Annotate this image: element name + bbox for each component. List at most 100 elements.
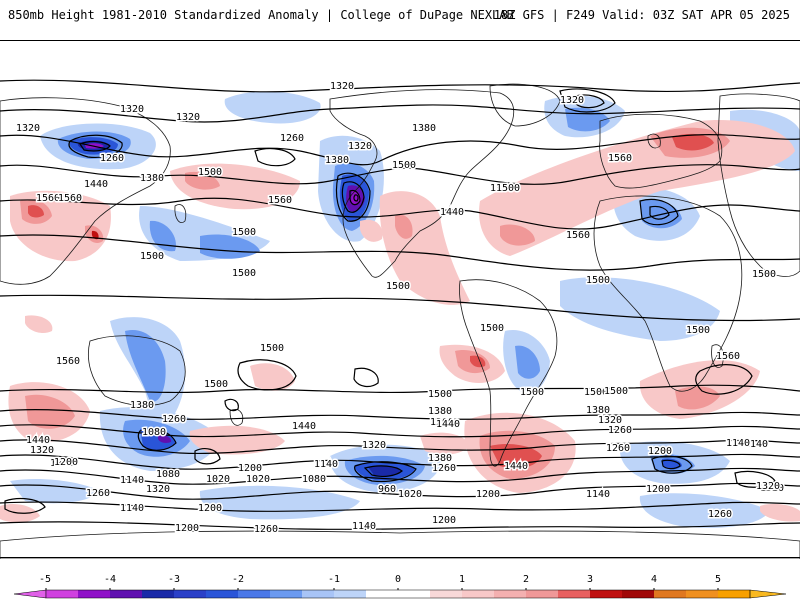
contour-label: 1200	[50, 458, 74, 469]
colorbar-swatch	[718, 590, 750, 598]
contour-line	[0, 501, 800, 512]
contour-label: 1080	[142, 427, 166, 438]
contour-label: 1260	[708, 509, 732, 520]
contour-label: 1560	[268, 195, 292, 206]
map-title: 850mb Height 1981-2010 Standardized Anom…	[8, 8, 514, 22]
contour-label: 1380	[428, 406, 452, 417]
anomaly-area	[760, 503, 800, 522]
contour-label: 1140	[120, 475, 144, 486]
contour-label: 1320	[362, 440, 386, 451]
contour-label: 1500	[496, 183, 520, 194]
contour-line	[194, 448, 221, 465]
contour-label: 1380	[140, 173, 164, 184]
contour-label: 1260	[280, 133, 304, 144]
anomaly-area	[675, 386, 720, 410]
contour-label: 1500	[386, 281, 410, 292]
contour-label: 1500	[604, 386, 628, 397]
anomaly-area	[189, 425, 285, 455]
contour-label: 1260	[254, 524, 278, 535]
contour-label: 1560	[36, 193, 60, 204]
contour-line	[639, 198, 679, 226]
contour-line	[354, 461, 417, 483]
contour-label: 1560	[56, 356, 80, 367]
contour-line	[254, 148, 296, 167]
colorbar-tick-label: -2	[232, 574, 244, 585]
contour-label: 1260	[606, 443, 630, 454]
colorbar-swatch	[430, 590, 462, 598]
contour-label: 1200	[476, 489, 500, 500]
colorbar-swatch	[526, 590, 558, 598]
landmass-south-america	[459, 279, 558, 467]
anomaly-map: 1320 1320 1320 1320 1320 1320 1260 1260 …	[0, 79, 800, 559]
contour-line	[353, 194, 359, 202]
anomaly-area	[200, 234, 260, 259]
colorbar-swatch	[334, 590, 366, 598]
contour-line	[0, 104, 800, 123]
contour-label: 1140	[352, 521, 376, 532]
contour-label: 1500	[232, 227, 256, 238]
contour-label: 1320	[120, 104, 144, 115]
contour-line	[224, 398, 239, 412]
contour-label: 1500	[584, 387, 608, 398]
contour-label: 1200	[648, 446, 672, 457]
contour-line	[137, 428, 177, 451]
contour-line	[0, 453, 800, 470]
contour-line	[0, 439, 800, 455]
contour-label: 1200	[646, 484, 670, 495]
contour-line	[0, 234, 800, 271]
contour-line	[353, 367, 379, 388]
contour-label: 1140	[726, 438, 750, 449]
colorbar-swatch	[110, 590, 142, 598]
contour-label: 1080	[302, 474, 326, 485]
colorbar-swatch	[622, 590, 654, 598]
contour-label: 1560	[566, 230, 590, 241]
anomaly-area	[250, 363, 295, 391]
contour-line	[0, 384, 800, 394]
contour-label: 1440	[292, 421, 316, 432]
contour-label: 1500	[260, 343, 284, 354]
contour-label: 960	[378, 484, 396, 495]
anomaly-area	[125, 330, 166, 402]
contour-line	[79, 140, 111, 152]
contour-label: 1320	[560, 95, 584, 106]
contour-line	[661, 459, 681, 470]
contour-label: 1500	[520, 387, 544, 398]
colorbar-swatch	[270, 590, 302, 598]
contour-label: 1080	[156, 469, 180, 480]
contour-label: 1380	[325, 155, 349, 166]
contour-label: 1500	[428, 389, 452, 400]
anomaly-area	[639, 493, 770, 528]
contour-line	[341, 181, 365, 213]
contour-label: 1320	[760, 483, 784, 494]
contour-label: 1020	[398, 489, 422, 500]
contour-label: 1560	[58, 193, 82, 204]
contour-label: 1020	[246, 474, 270, 485]
contour-label: 1500	[586, 275, 610, 286]
contour-line	[237, 359, 297, 391]
contour-label: 1320	[330, 81, 354, 92]
landmass-asia	[717, 93, 800, 277]
landmass-antarctica	[0, 530, 800, 559]
height-contours	[0, 79, 800, 531]
contour-label: 1560	[608, 153, 632, 164]
anomaly-area	[500, 224, 535, 246]
contour-label: 1260	[162, 414, 186, 425]
contour-label: 1260	[100, 153, 124, 164]
contour-label: 1200	[432, 515, 456, 526]
contour-line	[349, 189, 361, 206]
contour-line	[734, 470, 776, 488]
landmass-africa	[593, 195, 743, 392]
contour-label: 1260	[430, 417, 454, 428]
contour-label: 1500	[752, 269, 776, 280]
contour-label: 1200	[175, 523, 199, 534]
landmass-madagascar	[711, 344, 724, 368]
contour-label: 1260	[432, 463, 456, 474]
colorbar-swatch	[558, 590, 590, 598]
contour-line	[363, 465, 403, 477]
contour-label: 1500	[686, 325, 710, 336]
landmass-uk	[647, 133, 661, 149]
anomaly-area	[25, 315, 53, 334]
landmass-north-america	[329, 89, 515, 278]
colorbar-tick-label: 5	[715, 574, 721, 585]
colorbar-tick-label: 4	[651, 574, 657, 585]
